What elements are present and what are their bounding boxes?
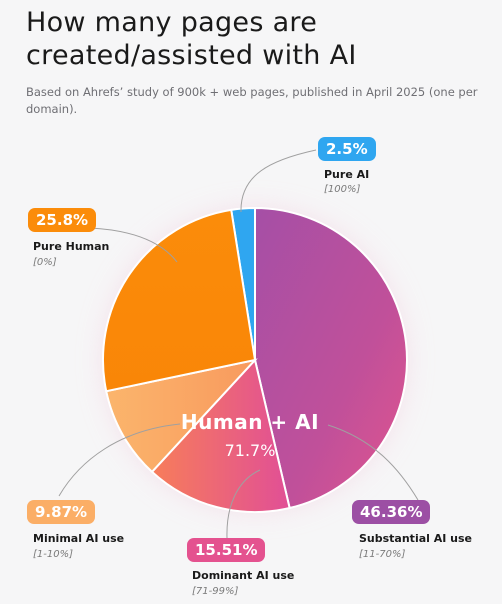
- page-subtitle: Based on Ahrefs’ study of 900k + web pag…: [26, 85, 478, 116]
- range-minimal: [1-10%]: [33, 549, 73, 560]
- range-pure-human: [0%]: [33, 257, 57, 268]
- pie-slice-substantial: [254, 206, 408, 510]
- pie-slice-minimal: [105, 358, 258, 474]
- label-substantial: Substantial AI use: [359, 532, 473, 545]
- label-pure-ai: Pure AI: [324, 168, 370, 181]
- range-substantial: [11-70%]: [359, 549, 406, 560]
- pie-slice-dominant: [150, 357, 291, 513]
- badge-dominant: 15.51%: [187, 538, 266, 562]
- badge-substantial: 46.36%: [352, 500, 431, 524]
- leader-pure-human: [89, 227, 178, 263]
- label-pure-human: Pure Human: [33, 240, 110, 253]
- range-pure-ai: [100%]: [324, 184, 361, 195]
- leader-substantial: [327, 424, 419, 501]
- label-minimal: Minimal AI use: [33, 532, 125, 545]
- leader-minimal: [58, 423, 181, 497]
- center-value: 71.7%: [224, 441, 276, 460]
- page-title: How many pages are created/assisted with…: [26, 7, 357, 71]
- leader-dominant: [226, 469, 261, 539]
- badge-pure-ai: 2.5%: [318, 137, 376, 161]
- label-dominant: Dominant AI use: [192, 569, 295, 582]
- badge-pure-human: 25.8%: [28, 208, 97, 232]
- pie-slice-pure-human: [101, 208, 257, 393]
- badge-minimal: 9.87%: [27, 500, 96, 524]
- range-dominant: [71-99%]: [192, 586, 239, 597]
- center-label: Human + AI: [180, 410, 320, 434]
- leader-pure-ai: [240, 149, 317, 213]
